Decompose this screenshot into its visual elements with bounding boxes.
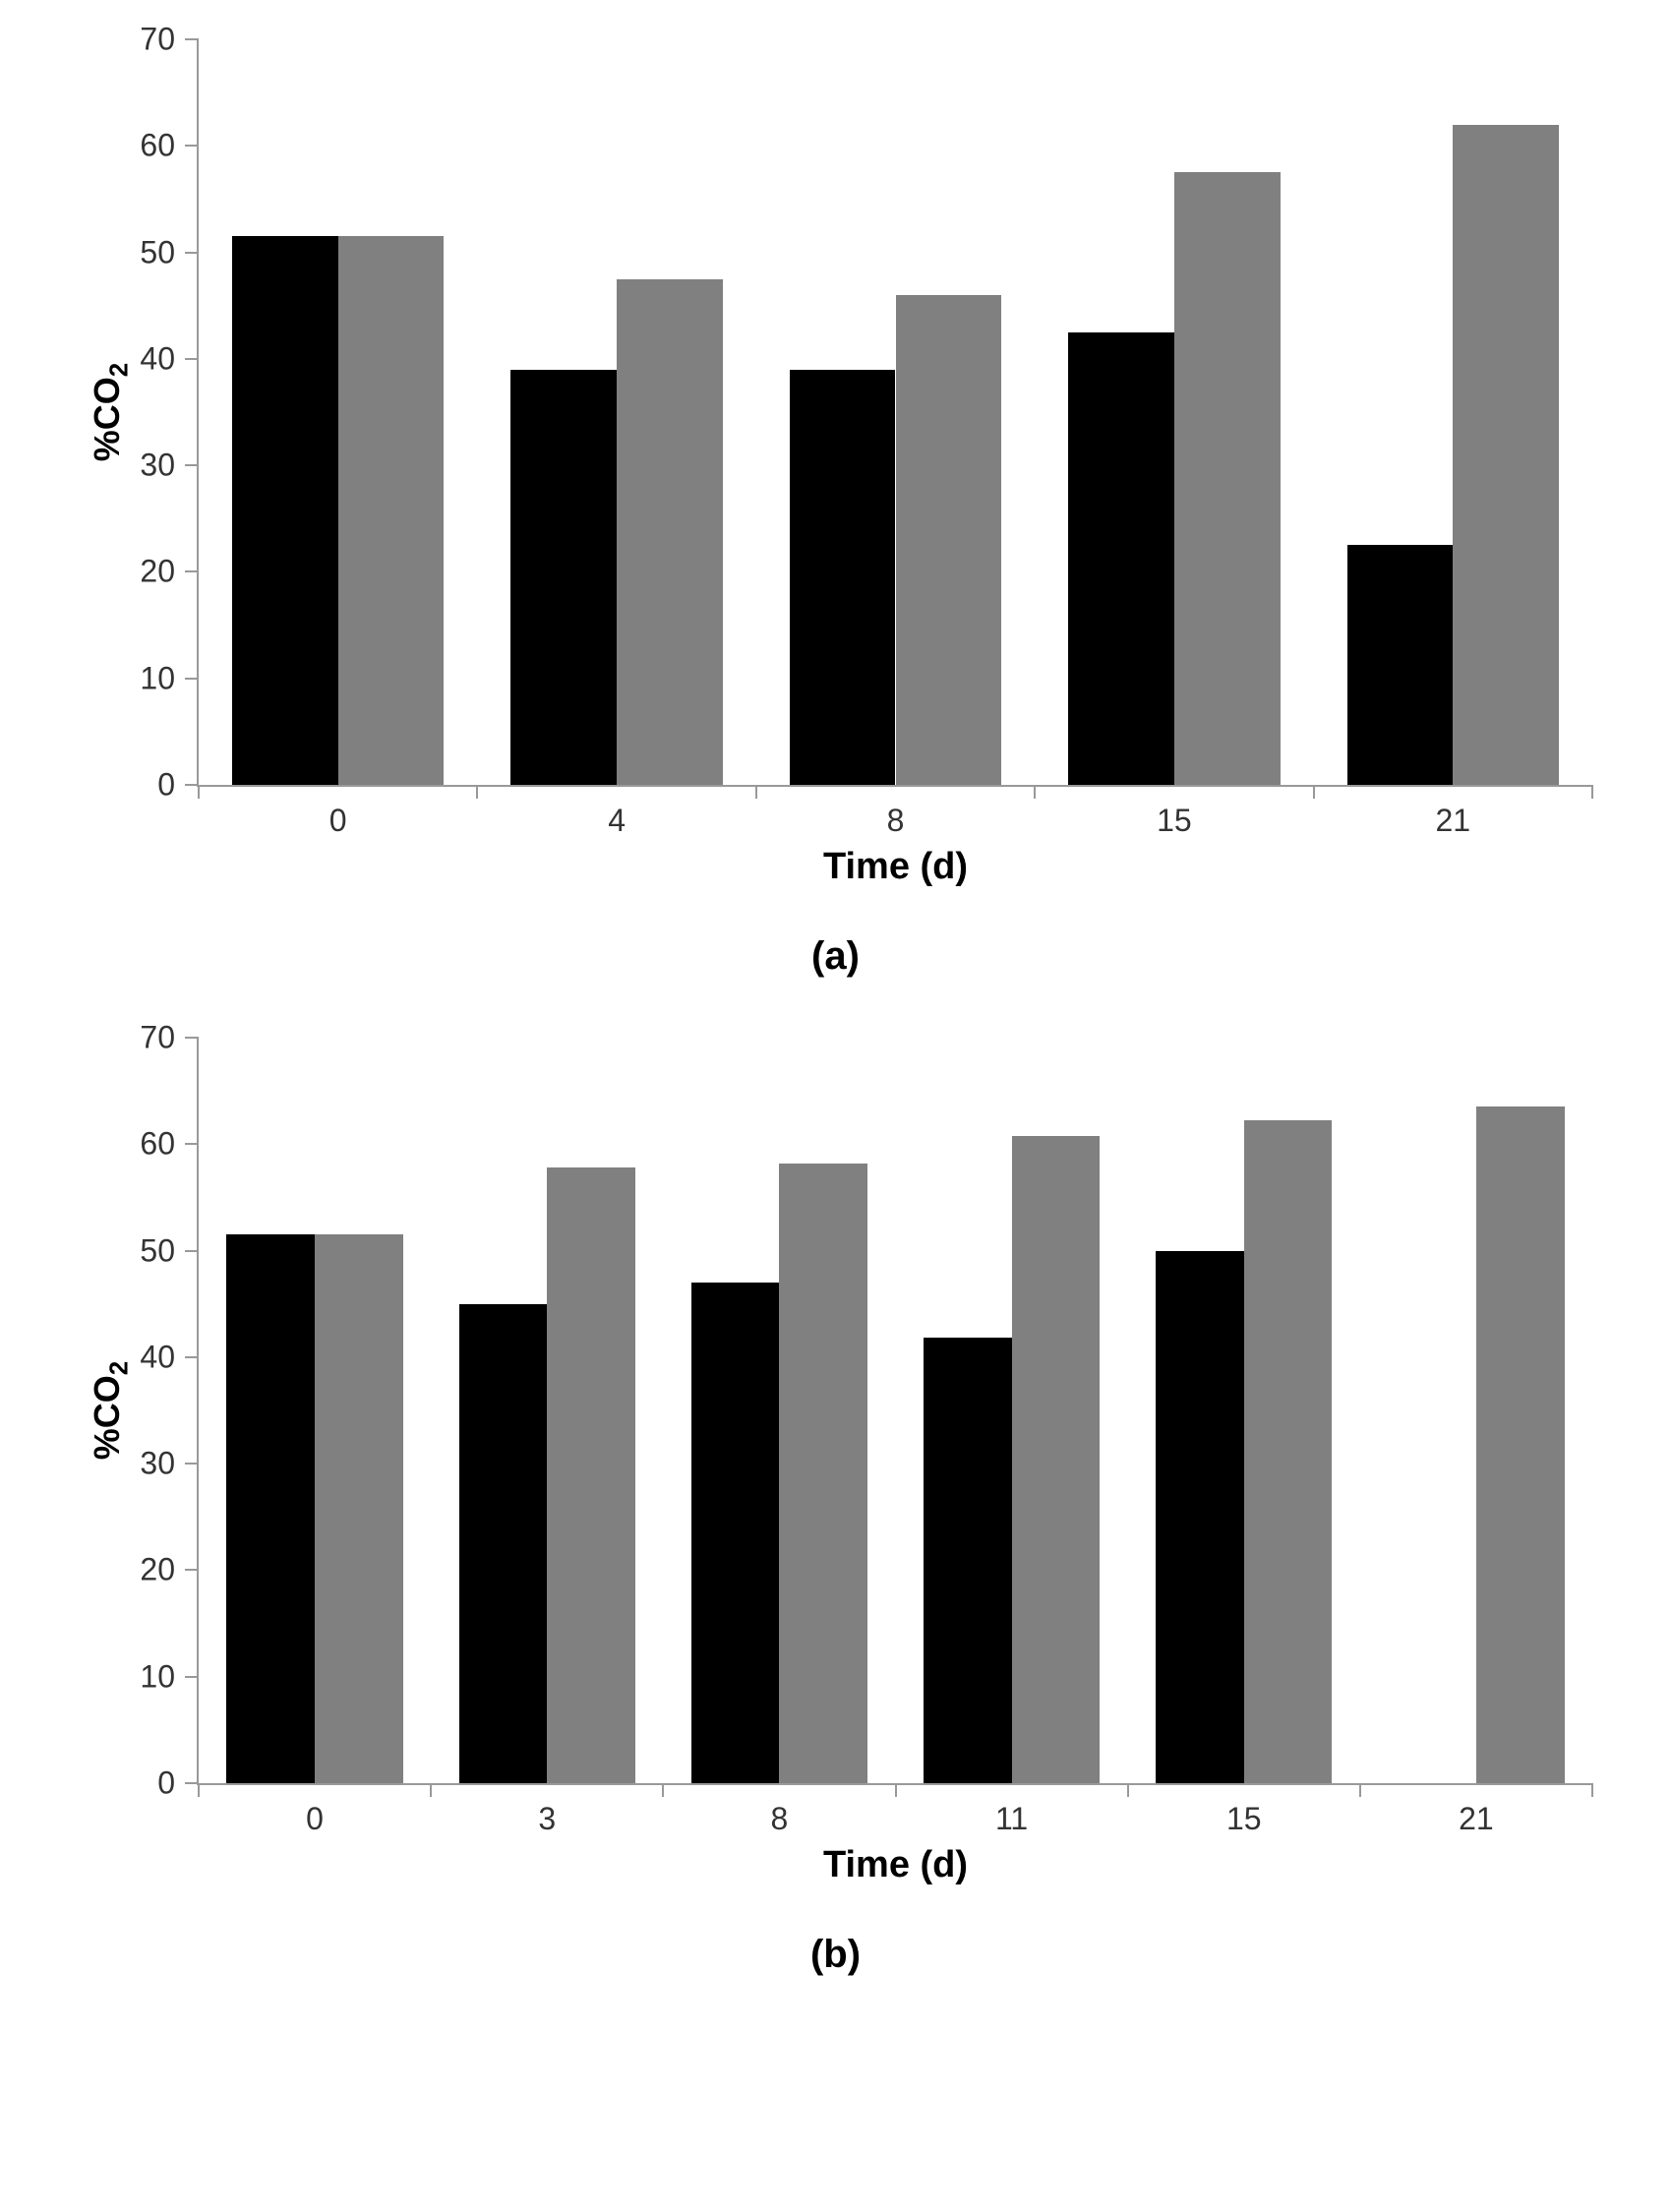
y-tick <box>185 1037 199 1039</box>
x-tick <box>1127 1783 1129 1797</box>
y-tick-label: 60 <box>110 1126 175 1163</box>
x-axis-title-a: Time (d) <box>823 846 968 888</box>
bar <box>1476 1106 1565 1783</box>
bar <box>1068 332 1174 785</box>
x-tick-label: 11 <box>995 1801 1028 1837</box>
y-tick-label: 30 <box>110 448 175 484</box>
bar <box>510 370 617 785</box>
y-tick <box>185 1250 199 1252</box>
y-tick-label: 40 <box>110 1339 175 1375</box>
y-tick-label: 10 <box>110 1658 175 1695</box>
x-tick <box>430 1783 432 1797</box>
y-tick <box>185 38 199 40</box>
chart-a: %CO2 Time (d) 0102030405060700481521 <box>197 39 1592 905</box>
bar <box>924 1338 1012 1783</box>
y-tick-label: 30 <box>110 1446 175 1482</box>
chart-panel-b: %CO2 Time (d) 010203040506070038111521 (… <box>39 1038 1632 1977</box>
x-tick <box>755 785 757 799</box>
x-tick-label: 0 <box>329 803 347 839</box>
y-tick <box>185 1143 199 1145</box>
bar <box>1347 545 1454 785</box>
y-tick-label: 0 <box>110 767 175 804</box>
x-tick <box>1591 1783 1593 1797</box>
x-tick-label: 21 <box>1436 803 1471 839</box>
y-tick <box>185 145 199 147</box>
x-tick-label: 8 <box>887 803 905 839</box>
bar <box>232 236 338 785</box>
x-tick-label: 15 <box>1157 803 1192 839</box>
x-tick <box>895 1783 897 1797</box>
bar <box>1453 125 1559 785</box>
y-tick-label: 70 <box>110 1020 175 1056</box>
y-tick-label: 40 <box>110 340 175 377</box>
chart-b: %CO2 Time (d) 010203040506070038111521 <box>197 1038 1592 1903</box>
x-tick <box>1359 1783 1361 1797</box>
bar <box>226 1234 315 1783</box>
bar <box>459 1304 548 1783</box>
bar <box>779 1164 867 1783</box>
y-tick <box>185 784 199 786</box>
plot-area-b: %CO2 Time (d) 010203040506070038111521 <box>197 1038 1592 1785</box>
bar <box>1244 1120 1333 1783</box>
x-tick <box>662 1783 664 1797</box>
y-tick-label: 70 <box>110 22 175 58</box>
x-tick <box>1591 785 1593 799</box>
bar <box>547 1167 635 1783</box>
bar <box>1174 172 1281 785</box>
bar <box>1012 1136 1101 1783</box>
y-tick <box>185 678 199 680</box>
y-tick-label: 0 <box>110 1765 175 1802</box>
x-tick <box>198 785 200 799</box>
y-tick-label: 20 <box>110 554 175 590</box>
x-tick-label: 21 <box>1459 1801 1494 1837</box>
y-tick-label: 50 <box>110 234 175 270</box>
y-tick <box>185 464 199 466</box>
y-tick-label: 20 <box>110 1552 175 1588</box>
y-tick <box>185 1356 199 1358</box>
x-tick <box>1313 785 1315 799</box>
y-tick <box>185 1676 199 1678</box>
y-tick <box>185 1782 199 1784</box>
plot-area-a: %CO2 Time (d) 0102030405060700481521 <box>197 39 1592 787</box>
x-tick-label: 0 <box>306 1801 324 1837</box>
bar <box>790 370 896 785</box>
bar <box>1156 1251 1244 1783</box>
x-axis-title-b: Time (d) <box>823 1844 968 1886</box>
x-tick-label: 15 <box>1226 1801 1262 1837</box>
x-tick-label: 8 <box>771 1801 789 1837</box>
x-tick-label: 4 <box>608 803 626 839</box>
x-tick-label: 3 <box>538 1801 556 1837</box>
bar <box>617 279 723 785</box>
x-tick <box>476 785 478 799</box>
y-tick-label: 10 <box>110 660 175 696</box>
y-tick <box>185 358 199 360</box>
x-tick <box>1034 785 1036 799</box>
bar <box>315 1234 403 1783</box>
y-tick <box>185 1463 199 1465</box>
bar <box>691 1283 780 1783</box>
x-tick <box>198 1783 200 1797</box>
y-tick <box>185 1569 199 1571</box>
y-tick-label: 60 <box>110 128 175 164</box>
y-tick <box>185 252 199 254</box>
y-tick-label: 50 <box>110 1232 175 1269</box>
panel-caption-b: (b) <box>39 1933 1632 1977</box>
panel-caption-a: (a) <box>39 934 1632 979</box>
bar <box>896 295 1002 785</box>
bar <box>338 236 445 785</box>
y-tick <box>185 570 199 572</box>
chart-panel-a: %CO2 Time (d) 0102030405060700481521 (a) <box>39 39 1632 979</box>
